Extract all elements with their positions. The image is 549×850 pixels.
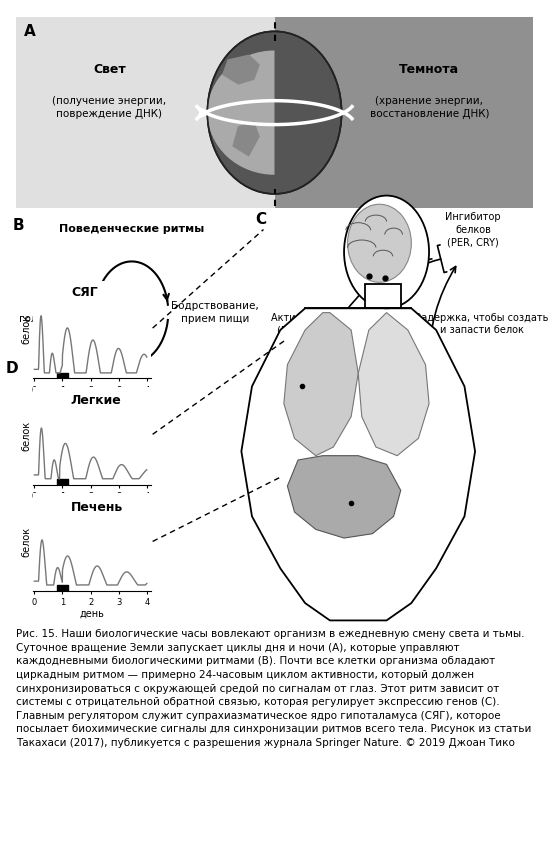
Wedge shape <box>208 50 274 175</box>
Text: Сон,
голодание: Сон, голодание <box>19 301 77 324</box>
Ellipse shape <box>208 31 341 194</box>
Polygon shape <box>233 122 259 156</box>
Text: Ингибитор
белков
(PER, CRY): Ингибитор белков (PER, CRY) <box>445 212 501 247</box>
Bar <box>16 17 274 208</box>
Text: Регуляторная
область ДНК: Регуляторная область ДНК <box>296 428 367 451</box>
Text: Поведенческие ритмы: Поведенческие ритмы <box>59 224 204 235</box>
Text: Задержка, чтобы создать
и запасти белок: Задержка, чтобы создать и запасти белок <box>415 313 548 335</box>
Y-axis label: белок: белок <box>21 314 31 344</box>
Text: Бодрствование,
прием пищи: Бодрствование, прием пищи <box>171 301 259 324</box>
Text: (хранение энергии,
восстановление ДНК): (хранение энергии, восстановление ДНК) <box>369 96 489 120</box>
Polygon shape <box>223 55 259 84</box>
Y-axis label: белок: белок <box>21 421 31 450</box>
Ellipse shape <box>348 204 411 282</box>
Ellipse shape <box>324 370 345 394</box>
Polygon shape <box>242 309 475 620</box>
Text: Печень: Печень <box>71 501 123 513</box>
Polygon shape <box>365 285 401 309</box>
Text: D: D <box>5 361 18 377</box>
Bar <box>274 17 533 208</box>
Text: Колебания
генов
(PER, CRY): Колебания генов (PER, CRY) <box>402 382 458 416</box>
X-axis label: день: день <box>80 396 104 406</box>
Polygon shape <box>284 313 358 456</box>
X-axis label: день: день <box>80 609 104 619</box>
Text: Легкие: Легкие <box>71 394 122 407</box>
Text: Активатор белков
(BMAL1, CLOCK): Активатор белков (BMAL1, CLOCK) <box>271 313 364 335</box>
Text: A: A <box>24 24 36 39</box>
Text: (получение энергии,
повреждение ДНК): (получение энергии, повреждение ДНК) <box>52 96 166 120</box>
Bar <box>320 394 361 413</box>
X-axis label: день: день <box>80 502 104 513</box>
Polygon shape <box>288 456 401 538</box>
Text: B: B <box>13 218 25 234</box>
Y-axis label: белок: белок <box>21 527 31 557</box>
Ellipse shape <box>345 370 366 394</box>
Text: Темнота: Темнота <box>399 63 460 76</box>
Text: Свет: Свет <box>93 63 126 76</box>
Text: СЯГ: СЯГ <box>71 286 98 299</box>
Text: C: C <box>255 212 267 228</box>
Ellipse shape <box>344 196 429 309</box>
Polygon shape <box>358 313 429 456</box>
Text: Рис. 15. Наши биологические часы вовлекают организм в ежедневную смену света и т: Рис. 15. Наши биологические часы вовлека… <box>16 629 532 748</box>
